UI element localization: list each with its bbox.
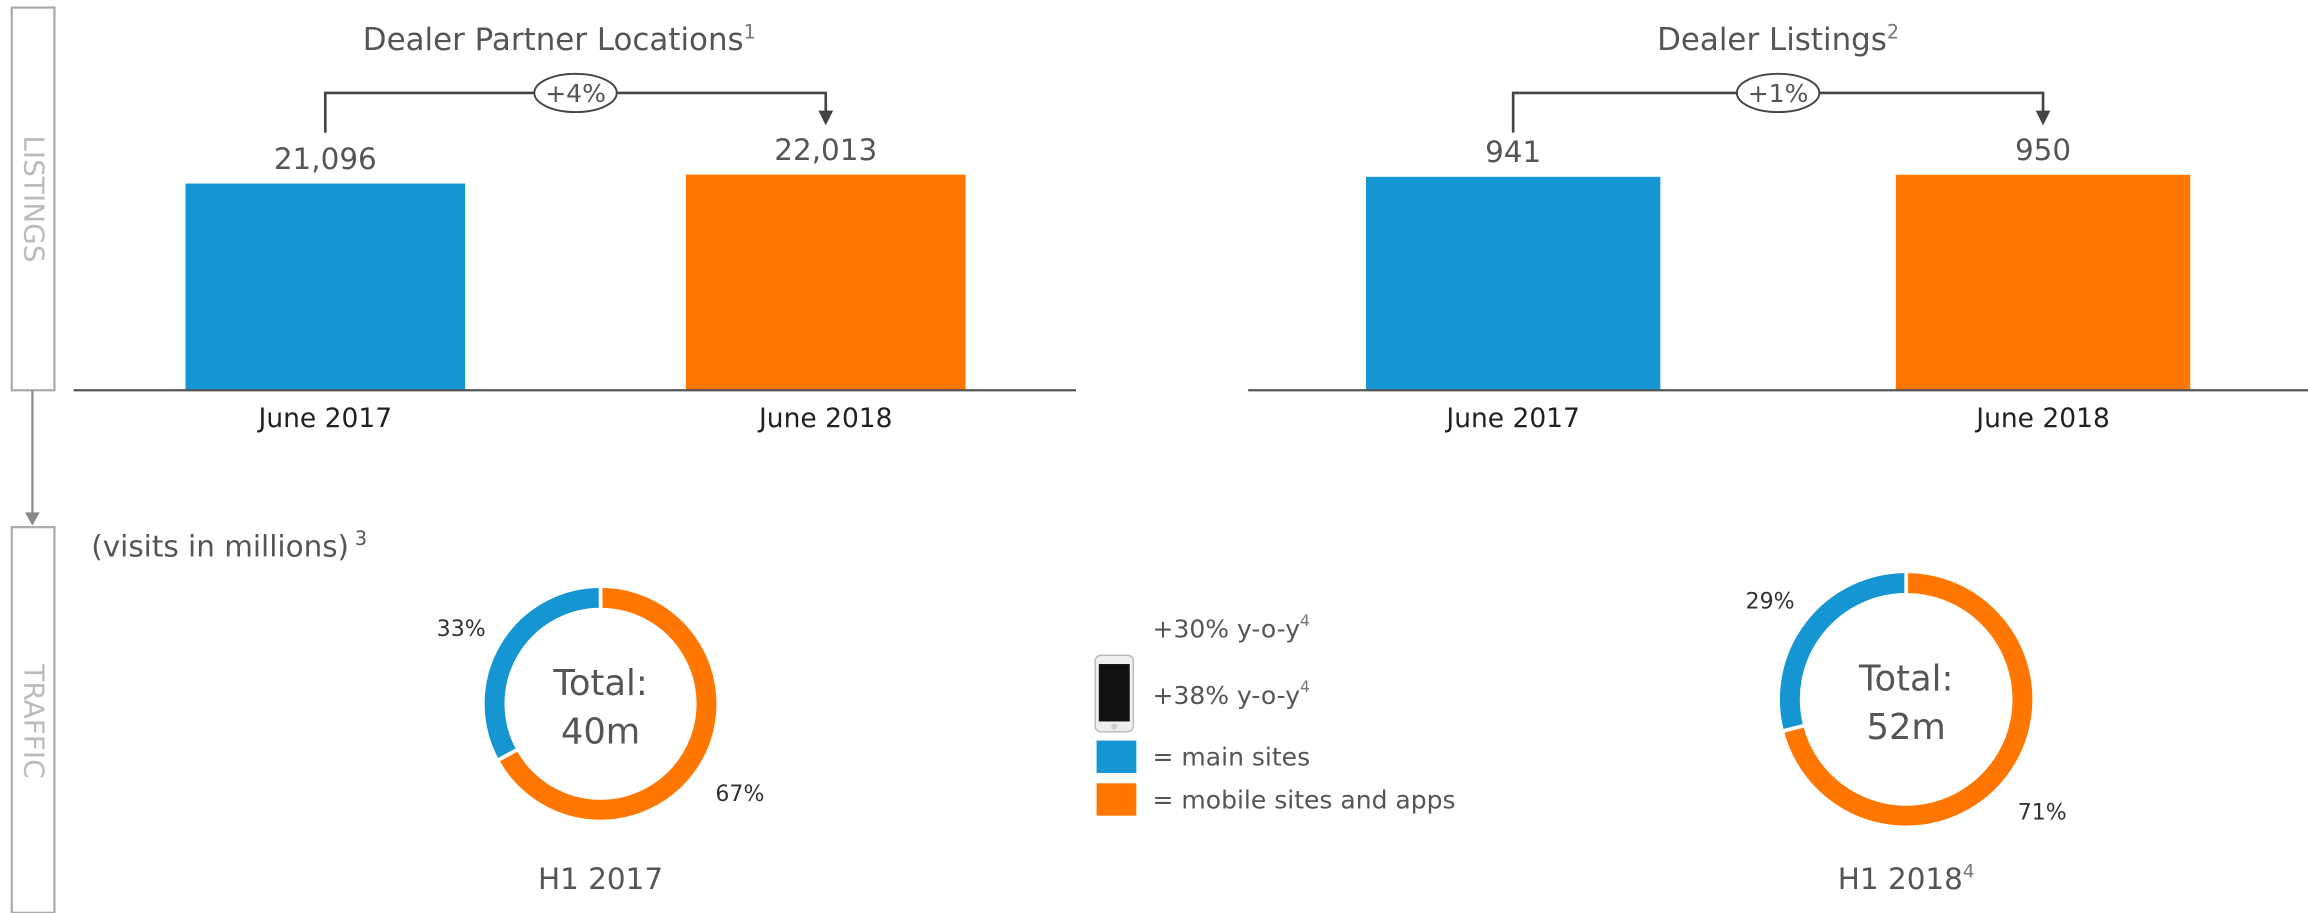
donut-segment bbox=[1779, 569, 2036, 830]
side-label: TRAFFIC bbox=[17, 663, 50, 778]
legend-item-text: = mobile sites and apps bbox=[1153, 785, 1456, 814]
donut-caption-text: H1 2017 bbox=[538, 862, 663, 896]
chart-title: Dealer Listings2 bbox=[1657, 20, 1899, 58]
footnote: 4 bbox=[1963, 861, 1975, 882]
value-label: 950 bbox=[2015, 133, 2071, 167]
legend-item: = mobile sites and apps bbox=[1153, 785, 1456, 814]
donut-caption: H1 20184 bbox=[1838, 861, 1975, 896]
change-label: +4% bbox=[545, 79, 606, 108]
legend-item: +38% y-o-y4 bbox=[1153, 678, 1310, 710]
footnote: 2 bbox=[1887, 20, 1899, 43]
percent-label: 71% bbox=[2018, 801, 2067, 826]
change-badge bbox=[533, 72, 618, 114]
change-arrowhead bbox=[2035, 110, 2051, 126]
category-label: June 2018 bbox=[1974, 403, 2109, 434]
value-label: 941 bbox=[1485, 135, 1541, 169]
chart-title-text: Dealer Partner Locations bbox=[363, 22, 744, 58]
percent-label: 33% bbox=[437, 617, 486, 642]
value-label: 22,013 bbox=[774, 133, 877, 167]
center-label: Total: bbox=[552, 663, 647, 704]
donut-caption-text: H1 2018 bbox=[1838, 862, 1963, 896]
change-arrowhead bbox=[818, 110, 834, 126]
footnote: 1 bbox=[744, 20, 756, 43]
category-label: June 2018 bbox=[757, 403, 893, 434]
legend-item: = main sites bbox=[1153, 743, 1311, 772]
percent-label: 29% bbox=[1746, 590, 1795, 615]
flow-arrowhead bbox=[25, 512, 40, 526]
donut-segment bbox=[494, 584, 721, 824]
center-value: 52m bbox=[1866, 707, 1945, 748]
donut-segment bbox=[480, 584, 603, 764]
chart-title-text: Dealer Listings bbox=[1657, 22, 1887, 58]
bar bbox=[1365, 176, 1661, 391]
legend-swatch bbox=[1096, 783, 1137, 816]
legend-item-text: = main sites bbox=[1153, 743, 1311, 772]
donut-caption: H1 2017 bbox=[538, 862, 663, 896]
legend-swatch bbox=[1096, 740, 1137, 773]
value-label: 21,096 bbox=[274, 142, 377, 176]
side-label: LISTINGS bbox=[17, 135, 50, 262]
footnote: 3 bbox=[355, 527, 367, 550]
legend-item-text: +30% y-o-y bbox=[1153, 615, 1301, 644]
donut-segment bbox=[1776, 569, 1909, 734]
footnote: 4 bbox=[1300, 678, 1310, 696]
legend-item: +30% y-o-y4 bbox=[1153, 612, 1310, 644]
center-value: 40m bbox=[561, 712, 640, 753]
bar bbox=[1895, 174, 2191, 391]
bar bbox=[185, 183, 466, 391]
category-label: June 2017 bbox=[1444, 403, 1580, 434]
legend-item-text: +38% y-o-y bbox=[1153, 681, 1301, 710]
phone-icon bbox=[1094, 654, 1135, 733]
center-label: Total: bbox=[1858, 659, 1953, 700]
percent-label: 67% bbox=[715, 782, 764, 807]
change-badge bbox=[1735, 72, 1821, 114]
bar bbox=[685, 174, 966, 391]
traffic-note: (visits in millions) 3 bbox=[91, 527, 367, 564]
change-label: +1% bbox=[1748, 79, 1809, 108]
category-label: June 2017 bbox=[257, 403, 393, 434]
chart-title: Dealer Partner Locations1 bbox=[363, 20, 756, 58]
footnote: 4 bbox=[1300, 612, 1310, 630]
note-text: (visits in millions) bbox=[91, 530, 349, 564]
